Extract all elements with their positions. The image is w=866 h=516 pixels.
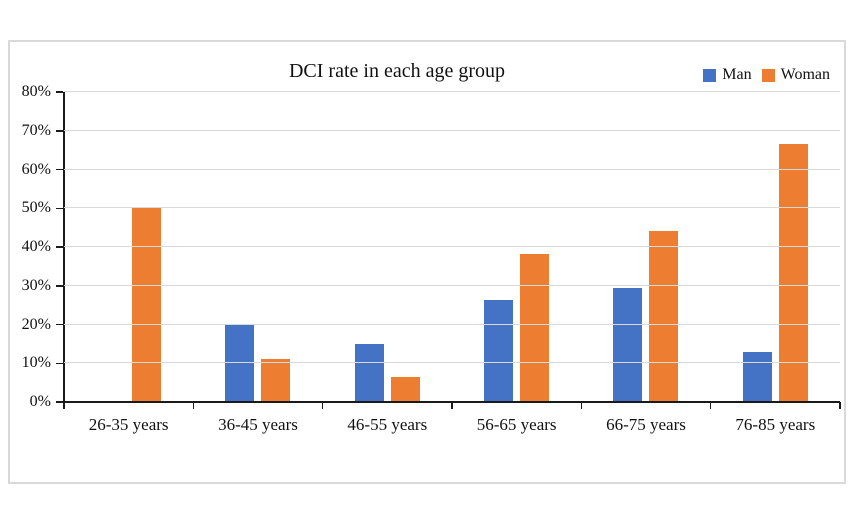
x-axis-label-46-55-years: 46-55 years [347,415,428,434]
x-axis-tick-4 [580,402,583,409]
bar-man-56-65-years [484,300,514,402]
bar-man-76-85-years [742,351,772,402]
bar-groups [64,92,840,402]
x-axis-tick-6 [839,402,841,409]
x-axis-label-76-85-years: 76-85 years [735,415,816,434]
bar-group-66-75-years [581,92,710,402]
bar-group-36-45-years [193,92,322,402]
y-axis-tick-60 [56,168,63,171]
x-axis-tick-5 [709,402,712,409]
y-axis-tick-50 [56,207,63,209]
gridline-60 [64,168,840,170]
y-axis-line [63,92,65,402]
gridline-10 [64,362,840,364]
x-axis-labels: 26-35 years 36-45 years 46-55 years 56-65 y… [64,415,840,435]
x-axis-tick-0 [63,402,65,409]
y-axis-tick-30 [56,285,63,287]
bar-man-66-75-years [613,288,643,402]
y-axis-label-20: 20% [21,315,51,333]
bar-woman-46-55-years [390,376,420,402]
bar-woman-36-45-years [261,359,291,402]
y-axis-label-30: 30% [21,276,51,294]
y-axis-label-40: 40% [21,238,51,255]
x-axis-tick-3 [451,402,453,409]
legend: Man Woman [703,66,830,84]
x-axis-tick-2 [321,402,324,409]
gridline-50 [64,207,840,209]
y-axis-tick-10 [56,362,63,364]
bar-group-26-35-years [64,92,193,402]
gridline-80 [64,91,840,92]
bar-man-36-45-years [225,324,255,402]
x-axis-tick-1 [192,402,195,409]
x-axis-label-56-65-years: 56-65 years [476,415,557,434]
bar-woman-56-65-years [520,253,550,402]
bar-group-76-85-years [711,92,840,402]
x-axis-label-66-75-years: 66-75 years [606,415,686,434]
y-axis-tick-20 [56,323,63,326]
y-axis-label-70: 70% [21,121,51,139]
bar-woman-66-75-years [649,231,679,402]
y-axis-tick-80 [56,91,63,93]
y-axis-label-80: 80% [21,83,51,100]
gridline-40 [64,246,840,247]
y-axis-label-10: 10% [21,354,51,372]
gridline-70 [64,129,840,131]
bar-group-46-55-years [323,92,452,402]
legend-item-woman: Woman [761,66,830,84]
chart-frame: DCI rate in each age group Man Woman 26-… [8,40,846,484]
y-axis-label-0: 0% [29,393,51,410]
legend-label-man: Man [722,66,752,83]
bar-woman-26-35-years [132,208,162,402]
legend-label-woman: Woman [780,66,830,83]
y-axis-label-60: 60% [21,160,51,178]
y-axis-tick-40 [56,246,63,248]
gridline-30 [64,284,840,286]
gridline-20 [64,323,840,325]
x-axis-label-36-45-years: 36-45 years [218,415,298,434]
y-axis-tick-0 [56,401,63,403]
bar-man-46-55-years [354,343,384,402]
bar-woman-76-85-years [778,143,808,402]
man-series-swatch [703,68,717,82]
y-axis-label-50: 50% [21,199,51,217]
chart-title: DCI rate in each age group [288,60,505,82]
y-axis-tick-70 [56,130,63,132]
plot-area: 26-35 years 36-45 years 46-55 years 56-65 y… [22,84,841,434]
woman-series-swatch [761,68,775,82]
bar-group-56-65-years [452,92,581,402]
legend-item-man: Man [703,66,752,84]
x-axis-label-26-35-years: 26-35 years [88,415,169,434]
